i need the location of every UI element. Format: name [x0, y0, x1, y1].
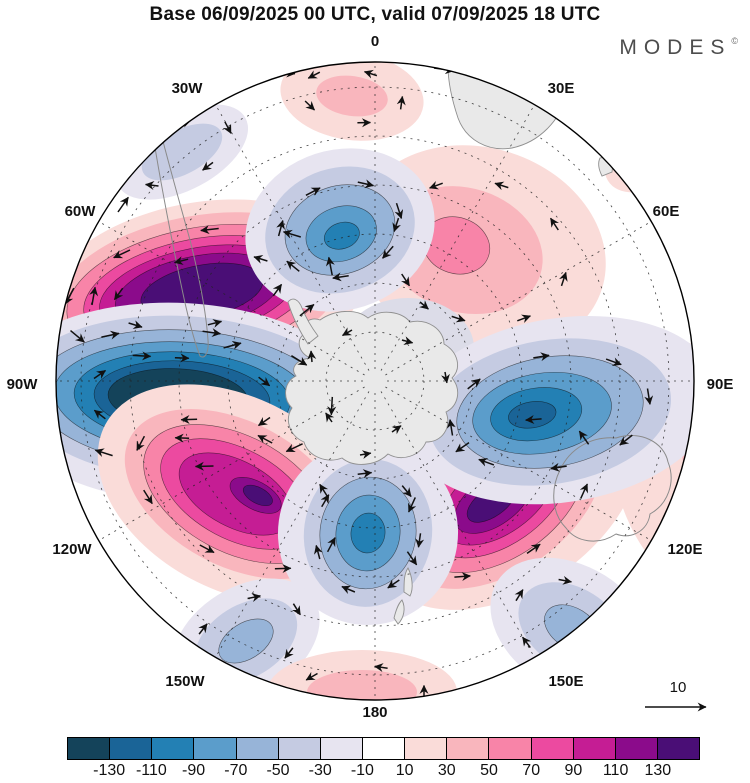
colorbar-tick: -10 — [350, 762, 374, 779]
new-zealand — [393, 567, 413, 625]
colorbar-box — [194, 738, 237, 759]
colorbar-tick: 130 — [644, 762, 672, 779]
colorbar-box — [531, 738, 574, 759]
copyright-icon: © — [731, 36, 738, 46]
lon-label-90w: 90W — [7, 376, 39, 393]
page-title: Base 06/09/2025 00 UTC, valid 07/09/2025… — [149, 4, 601, 25]
antarctica — [285, 311, 459, 465]
colorbar-boxes — [67, 737, 700, 760]
colorbar-box — [447, 738, 490, 759]
lon-label-90e: 90E — [707, 376, 734, 393]
lon-label-150e: 150E — [548, 673, 583, 690]
colorbar-tick: 110 — [602, 762, 629, 779]
colorbar-box — [152, 738, 195, 759]
lon-label-60e: 60E — [653, 203, 680, 220]
modes-logo-text: MODES — [619, 36, 732, 59]
colorbar-tick: -130 — [93, 762, 126, 779]
polar-map: 0 30E 60E 90E 120E 150E 180 150W 120W 90… — [7, 33, 734, 721]
colorbar-tick: -70 — [224, 762, 248, 779]
colorbar-tick: -90 — [182, 762, 206, 779]
colorbar-box — [68, 738, 111, 759]
colorbar-box — [362, 738, 406, 759]
longitude-labels: 0 30E 60E 90E 120E 150E 180 150W 120W 90… — [7, 33, 734, 721]
colorbar-box — [615, 738, 658, 759]
colorbar-box — [405, 738, 448, 759]
lon-label-0: 0 — [371, 33, 379, 50]
colorbar-tick: -50 — [266, 762, 290, 779]
lon-label-30w: 30W — [172, 80, 204, 97]
lon-label-180: 180 — [362, 704, 387, 721]
colorbar-box — [110, 738, 153, 759]
colorbar-tick: 50 — [480, 762, 498, 779]
australia-coast — [553, 434, 672, 542]
vector-scale-legend: 10 — [645, 679, 707, 712]
map-boundary — [55, 61, 695, 701]
south-america-coast — [147, 97, 209, 358]
antarctic-peninsula — [287, 298, 319, 345]
colorbar-box — [320, 738, 363, 759]
colorbar-tick: 90 — [564, 762, 583, 779]
colorbar-tick: 70 — [522, 762, 541, 779]
colorbar-tick: 30 — [437, 762, 456, 779]
colorbar-box — [657, 738, 700, 759]
modes-logo: MODES© — [619, 36, 738, 60]
lon-label-120e: 120E — [667, 541, 702, 558]
lon-label-120w: 120W — [52, 541, 92, 558]
lon-label-30e: 30E — [548, 80, 575, 97]
lon-label-150w: 150W — [165, 673, 205, 690]
colorbar-box — [236, 738, 279, 759]
colorbar-box — [573, 738, 616, 759]
colorbar-box — [489, 738, 532, 759]
vector-scale-value: 10 — [670, 679, 687, 696]
colorbar-tick: -110 — [135, 762, 167, 779]
colorbar-ticks: -130 -110 -90 -70 -50 -30 -10 10 30 50 70 90 110 130 — [67, 762, 700, 782]
colorbar-box — [278, 738, 321, 759]
colorbar-tick: -30 — [308, 762, 332, 779]
colorbar-tick: 10 — [395, 762, 414, 779]
lon-label-60w: 60W — [65, 203, 97, 220]
